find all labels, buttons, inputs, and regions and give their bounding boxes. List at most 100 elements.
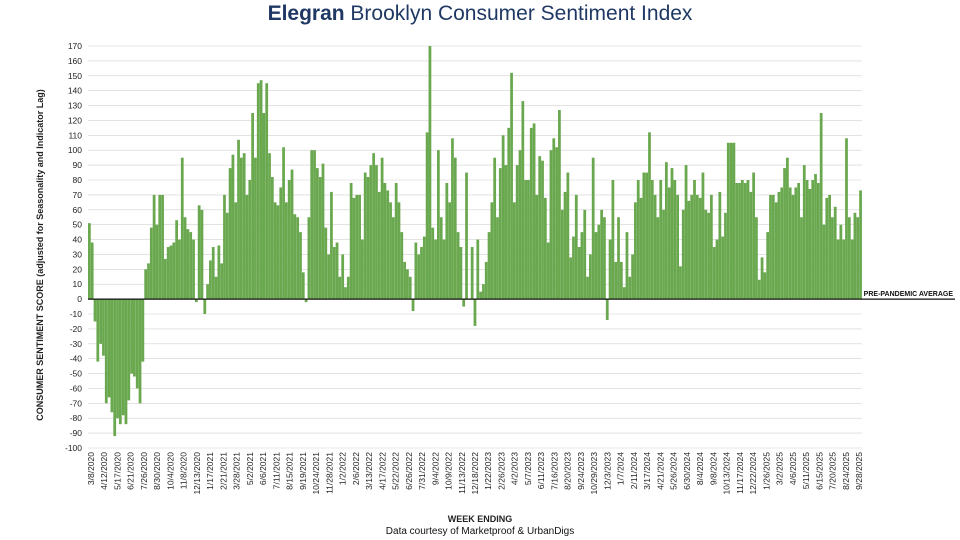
bar [118,299,122,425]
x-tick-label: 5/7/2023 [523,452,533,485]
bar [825,197,829,300]
bar [349,182,353,300]
bar [453,157,457,300]
bar [242,153,246,300]
bar [411,299,415,312]
y-tick-label: -10 [70,309,83,319]
bar [693,180,696,300]
bar [133,299,136,377]
bar [192,239,195,300]
bar [510,72,513,300]
y-tick-label: 170 [68,41,82,51]
bar [113,299,117,437]
bar [622,287,626,300]
bar [631,254,634,300]
bar [856,217,860,300]
bar [194,299,198,303]
bar [417,254,421,300]
bar [155,224,159,300]
x-tick-label: 4/6/2025 [788,452,798,485]
y-tick-label: -30 [70,339,83,349]
x-tick-label: 2/6/2022 [351,452,361,485]
x-tick-label: 9/8/2024 [708,452,718,485]
bar [332,247,336,300]
x-tick-label: 7/16/2023 [549,452,559,490]
bar [605,299,609,320]
data-credit: Data courtesy of Marketproof & UrbanDigs [385,526,575,537]
bar [645,172,649,300]
bar [591,157,595,300]
bar [577,247,581,300]
y-tick-label: 110 [68,130,82,140]
bar [422,236,426,300]
bar [206,284,209,300]
bar [743,182,747,300]
bar [127,299,131,401]
bar [459,247,463,300]
bar [437,150,440,300]
y-tick-label: 70 [73,190,83,200]
bar [341,254,345,300]
bar [535,194,539,300]
bar [383,182,387,300]
bar [822,224,826,300]
x-tick-label: 4/12/2020 [99,452,109,490]
y-tick-label: 10 [73,279,83,289]
x-tick-label: 3/28/2021 [232,452,242,490]
bar [161,194,164,300]
bar [276,205,280,300]
bar [473,299,477,326]
bar [659,180,663,300]
bar [600,209,604,300]
bar [518,150,522,300]
bar [549,150,553,300]
bar [90,242,94,300]
bar [769,194,772,300]
bar [344,287,347,300]
bar [529,127,533,300]
bar [695,194,699,300]
bar [107,299,111,398]
bar [172,242,176,300]
x-tick-label: 9/28/2025 [854,452,864,490]
bar [445,182,449,300]
bar [431,227,435,300]
bar [845,138,848,300]
bar [180,157,184,300]
bar [262,113,266,300]
bar [586,276,589,300]
bar [389,202,392,300]
bar [670,168,674,300]
bar [560,209,564,300]
bar [225,212,229,300]
bar [755,217,758,300]
y-tick-label: 90 [73,160,83,170]
bar [805,180,809,300]
bars [88,46,862,437]
bar [183,217,187,300]
bar [318,177,322,300]
y-tick-label: 30 [73,249,83,259]
x-tick-label: 8/20/2023 [563,452,573,490]
bar [287,180,291,300]
bar [786,157,789,300]
x-tick-label: 4/2/2023 [510,452,520,485]
bar [738,182,741,300]
bar [541,160,544,300]
bar [673,180,677,300]
bar [144,269,148,300]
x-tick-label: 6/11/2023 [536,452,546,489]
bar [330,191,333,300]
bar [327,254,330,300]
bar [369,165,373,300]
bar [642,172,646,300]
bar [507,127,511,300]
bar [732,142,736,300]
bar [290,169,294,300]
bar [611,180,615,300]
bar [740,180,744,300]
x-tick-label: 3/13/2022 [364,452,374,490]
x-tick-label: 11/13/2022 [457,452,467,494]
y-tick-label: 140 [68,86,82,96]
